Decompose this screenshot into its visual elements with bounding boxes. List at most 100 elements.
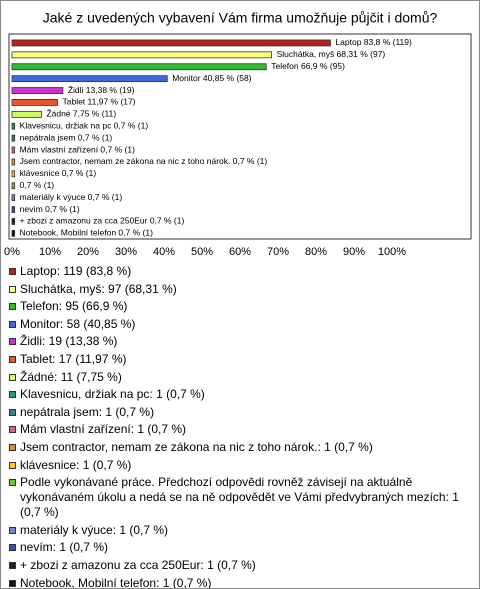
legend-item: Židli: 19 (13,38 %)	[9, 334, 464, 349]
bar-label: Tablet 11,97 % (17)	[62, 97, 135, 107]
legend-label: Telefon: 95 (66,9 %)	[20, 299, 128, 314]
legend-swatch	[9, 373, 16, 381]
legend-swatch	[9, 426, 16, 434]
bar-label: Jsem contractor, nemam ze zákona na nic …	[20, 156, 268, 166]
bar	[11, 134, 16, 142]
x-tick-label: 30%	[115, 246, 137, 258]
legend-item: Notebook, Mobilní telefon: 1 (0,7 %)	[9, 575, 464, 589]
legend-swatch	[9, 391, 16, 399]
bar	[11, 182, 16, 190]
legend-label: Mám vlastní zařízení: 1 (0,7 %)	[20, 422, 187, 437]
legend-swatch	[9, 443, 16, 451]
legend-item: materiály k výuce: 1 (0,7 %)	[9, 523, 464, 538]
legend-label: Žádné: 11 (7,75 %)	[20, 369, 122, 384]
legend-label: nevím: 1 (0,7 %)	[20, 540, 109, 555]
bar	[11, 110, 42, 118]
legend-label: Laptop: 119 (83,8 %)	[20, 264, 132, 278]
legend-swatch	[9, 526, 16, 534]
legend-item: Tablet: 17 (11,97 %)	[9, 352, 464, 367]
legend-label: materiály k výuce: 1 (0,7 %)	[20, 522, 169, 537]
bar-label: Telefon 66,9 % (95)	[271, 61, 345, 71]
bar-label: + zbozi z amazonu za cca 250Eur 0,7 % (1…	[20, 216, 185, 226]
legend-swatch	[9, 355, 16, 363]
bar-label: materiály k výuce 0,7 % (1)	[20, 192, 123, 202]
legend-swatch	[9, 408, 16, 416]
bar	[11, 146, 16, 154]
bar	[11, 39, 331, 47]
bar-label: nepátrala jsem 0,7 % (1)	[20, 132, 113, 142]
legend-label: Tablet: 17 (11,97 %)	[20, 351, 127, 366]
plot-frame	[8, 33, 472, 240]
legend-swatch	[9, 268, 16, 275]
bar-label: Notebook, Mobilní telefon 0,7 % (1)	[20, 228, 153, 238]
chart-svg: Jaké z uvedených vybavení Vám firma umož…	[4, 10, 472, 258]
bar	[11, 206, 16, 213]
legend-swatch	[9, 479, 16, 487]
legend-item: Monitor: 58 (40,85 %)	[9, 317, 464, 332]
x-tick-label: 20%	[77, 246, 99, 258]
bar-label: Žádné 7,75 % (11)	[46, 109, 116, 119]
legend-item: nepátrala jsem: 1 (0,7 %)	[9, 405, 464, 420]
legend-item: Jsem contractor, nemam ze zákona na nic …	[9, 440, 464, 455]
bar-label: Mám vlastní zařízení 0,7 % (1)	[20, 144, 135, 154]
bar-label: Klavesnicu, držiak na pc 0,7 % (1)	[20, 121, 149, 131]
legend-item: + zbozi z amazonu za cca 250Eur: 1 (0,7 …	[9, 558, 464, 573]
legend: Laptop: 119 (83,8 %) Sluchátka, myš: 97 (…	[9, 264, 464, 589]
legend-label: nepátrala jsem: 1 (0,7 %)	[20, 404, 155, 419]
bar	[11, 75, 168, 83]
bar	[11, 158, 16, 166]
bar-label: nevím 0,7 % (1)	[20, 204, 80, 214]
legend-swatch	[9, 561, 16, 569]
legend-label: Jsem contractor, nemam ze zákona na nic …	[20, 439, 373, 454]
legend-swatch	[9, 320, 16, 328]
bar-label: klávesnice 0,7 % (1)	[20, 168, 97, 178]
bar-label: Židli 13,38 % (19)	[68, 85, 135, 95]
bar	[11, 51, 272, 59]
legend-label: Sluchátka, myš: 97 (68,31 %)	[20, 281, 177, 296]
x-tick-label: 40%	[153, 246, 175, 258]
bar	[11, 122, 16, 130]
legend-label: klávesnice: 1 (0,7 %)	[20, 457, 132, 472]
bar-label: Laptop 83,8 % (119)	[335, 37, 412, 47]
bar-label: 0,7 % (1)	[20, 180, 55, 190]
bar	[11, 170, 16, 178]
bar	[11, 63, 267, 71]
legend-item: nevím: 1 (0,7 %)	[9, 540, 464, 555]
bar	[11, 229, 16, 237]
legend-item: Sluchátka, myš: 97 (68,31 %)	[9, 282, 464, 297]
legend-swatch	[9, 544, 16, 552]
legend-label: Židli: 19 (13,38 %)	[20, 334, 118, 349]
bar	[11, 194, 16, 202]
legend-item: Podle vykonávané práce. Předchozí odpově…	[9, 475, 464, 520]
legend-label: Notebook, Mobilní telefon: 1 (0,7 %)	[20, 575, 212, 589]
x-tick-label: 80%	[305, 246, 327, 258]
x-tick-label: 60%	[229, 246, 251, 258]
legend-label: + zbozi z amazonu za cca 250Eur: 1 (0,7 …	[20, 557, 256, 572]
legend-swatch	[9, 303, 16, 311]
x-tick-label: 10%	[39, 246, 61, 258]
x-tick-label: 90%	[343, 246, 365, 258]
x-tick-label: 0%	[4, 246, 20, 258]
legend-item: Žádné: 11 (7,75 %)	[9, 370, 464, 385]
legend-swatch	[9, 461, 16, 469]
x-tick-label: 100%	[378, 246, 406, 258]
legend-label: Klavesnicu, držiak na pc: 1 (0,7 %)	[20, 387, 205, 402]
legend-swatch	[9, 338, 16, 346]
legend-item: Klavesnicu, držiak na pc: 1 (0,7 %)	[9, 387, 464, 402]
bar	[11, 87, 64, 94]
legend-swatch	[9, 285, 16, 293]
bar-label: Sluchátka, myš 68,31 % (97)	[277, 49, 386, 59]
legend-label: Podle vykonávané práce. Předchozí odpově…	[20, 475, 459, 520]
bar	[11, 218, 16, 225]
x-tick-label: 50%	[191, 246, 213, 258]
x-tick-label: 70%	[267, 246, 289, 258]
legend-item: Mám vlastní zařízení: 1 (0,7 %)	[9, 422, 464, 437]
bar	[11, 99, 58, 106]
legend-swatch	[9, 579, 16, 587]
chart-title: Jaké z uvedených vybavení Vám firma umož…	[43, 10, 438, 26]
legend-item: Telefon: 95 (66,9 %)	[9, 299, 464, 314]
legend-label: Monitor: 58 (40,85 %)	[20, 316, 136, 331]
legend-item: Laptop: 119 (83,8 %)	[9, 264, 464, 279]
legend-item: klávesnice: 1 (0,7 %)	[9, 458, 464, 473]
